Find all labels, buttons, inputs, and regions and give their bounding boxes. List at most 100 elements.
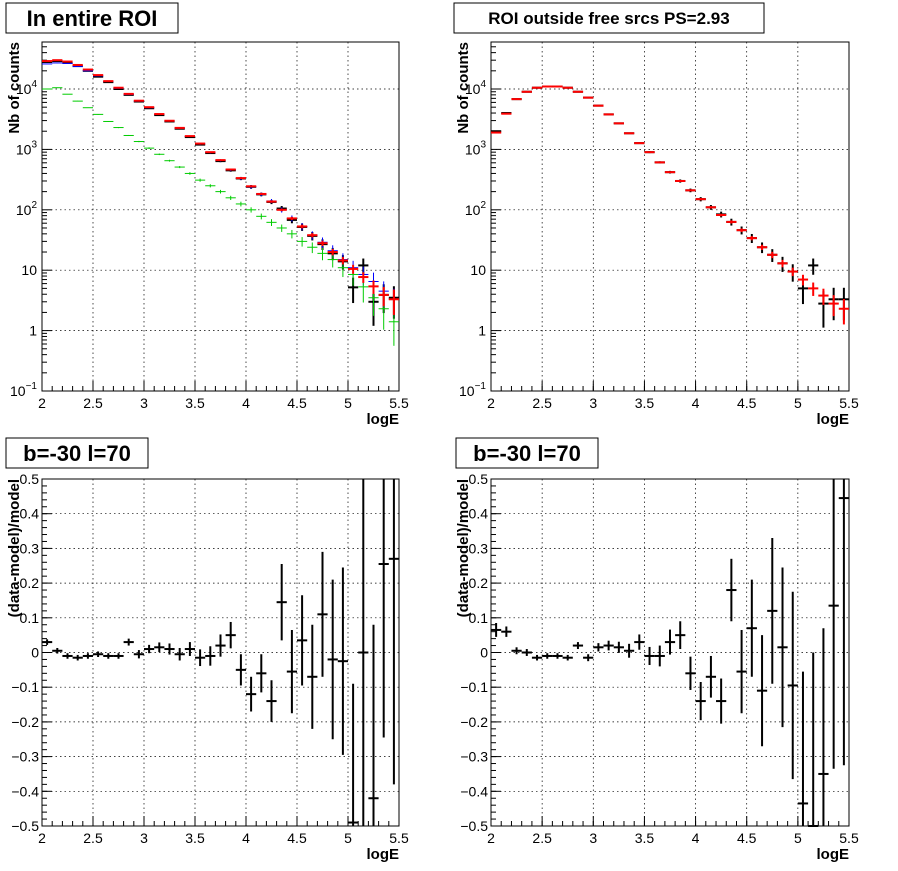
y-tick-label: 103 [465, 139, 487, 157]
y-tick-label: −0.5 [460, 818, 488, 834]
chart-title: b=-30 l=70 [23, 441, 131, 466]
y-tick-exponent: 4 [480, 79, 486, 90]
x-tick-label: 2 [487, 830, 495, 846]
y-tick-exponent: −1 [26, 381, 38, 392]
x-tick-label: 4 [242, 830, 250, 846]
y-tick-label: −0.4 [460, 783, 488, 799]
y-tick-label: 0 [31, 645, 39, 661]
y-tick-label: 0.3 [469, 540, 489, 556]
y-tick-label: 0.1 [469, 610, 489, 626]
y-tick-exponent: 3 [31, 139, 37, 150]
x-tick-label: 3.5 [185, 395, 205, 411]
y-tick-label: 103 [16, 139, 38, 157]
y-tick-base: 10 [16, 202, 32, 218]
title-box [455, 437, 599, 469]
y-axis-title: Nb of counts [6, 42, 23, 134]
x-tick-label: 2 [38, 830, 46, 846]
x-tick-label: 4 [242, 395, 250, 411]
y-tick-base: 10 [10, 383, 26, 399]
x-tick-label: 5 [794, 395, 802, 411]
y-tick-label: 1 [478, 323, 486, 339]
x-tick-label: 4.5 [737, 395, 757, 411]
x-tick-label: 3 [140, 395, 148, 411]
ticks [41, 46, 400, 392]
x-tick-label: 2 [487, 395, 495, 411]
y-tick-label: 0.5 [469, 471, 489, 487]
series-data [491, 85, 849, 328]
grid [42, 42, 399, 391]
y-axis-title: Nb of counts [455, 42, 472, 134]
y-tick-base: 10 [16, 81, 32, 97]
chart-panel-4: 2 2.5 3 3.5 4 4.5 5 5.5 −0.5 −0.4 −0.3 −0.2 −0.1 0 0.1… [455, 437, 859, 863]
title-box [453, 2, 765, 34]
grid [491, 42, 849, 391]
chart-title: ROI outside free srcs PS=2.93 [488, 9, 729, 28]
x-tick-label: 3 [140, 830, 148, 846]
y-tick-label: −0.5 [11, 818, 39, 834]
x-tick-label: 2.5 [532, 395, 552, 411]
y-tick-label: −0.2 [11, 714, 39, 730]
x-tick-label: 5 [794, 830, 802, 846]
y-tick-exponent: 3 [480, 139, 486, 150]
x-tick-label: 4 [692, 395, 700, 411]
y-tick-base: 10 [21, 262, 37, 278]
x-tick-label: 4.5 [737, 830, 757, 846]
x-axis-title: logE [817, 411, 850, 428]
y-tick-label: 0.3 [20, 540, 40, 556]
y-tick-label: 0.5 [20, 471, 40, 487]
series-model [42, 59, 399, 315]
y-tick-label: 0.2 [20, 575, 40, 591]
x-tick-label: 4.5 [287, 395, 307, 411]
x-tick-label: 5.5 [839, 395, 859, 411]
plot-frame [490, 41, 850, 392]
y-tick-base: 10 [459, 383, 475, 399]
y-tick-exponent: −1 [475, 381, 487, 392]
y-tick-exponent: 2 [480, 200, 486, 211]
y-tick-label: 10 [21, 262, 37, 278]
title-box [5, 437, 149, 469]
y-tick-label: −0.3 [11, 749, 39, 765]
y-tick-label: 0.1 [20, 610, 40, 626]
y-tick-base: 10 [465, 141, 481, 157]
x-tick-label: 5.5 [389, 830, 409, 846]
x-tick-label: 2 [38, 395, 46, 411]
y-tick-base: 10 [16, 141, 32, 157]
y-tick-base: 10 [465, 81, 481, 97]
y-tick-label: 0.4 [20, 506, 40, 522]
x-tick-label: 3 [589, 830, 597, 846]
y-tick-base: 10 [465, 202, 481, 218]
x-tick-label: 3 [589, 395, 597, 411]
x-axis-title: logE [817, 846, 850, 863]
x-tick-label: 5 [344, 395, 352, 411]
y-tick-label: 0.2 [469, 575, 489, 591]
y-axis-title: (data-model)/model [455, 479, 472, 617]
x-tick-label: 3.5 [185, 830, 205, 846]
x-tick-label: 2.5 [83, 830, 103, 846]
plot-frame [41, 41, 400, 392]
x-tick-label: 4 [692, 830, 700, 846]
grid [491, 479, 849, 826]
y-tick-base: 10 [470, 262, 486, 278]
y-tick-base: 1 [478, 323, 486, 339]
y-tick-label: 10 [470, 262, 486, 278]
ticks [490, 46, 850, 392]
x-tick-label: 2.5 [532, 830, 552, 846]
title-box [5, 2, 179, 34]
chart-title: In entire ROI [27, 6, 158, 31]
x-tick-label: 3.5 [635, 395, 655, 411]
x-axis-title: logE [367, 411, 400, 428]
chart-panel-3: 2 2.5 3 3.5 4 4.5 5 5.5 −0.5 −0.4 −0.3 −0.2 −0.1 0 0.1… [5, 437, 409, 863]
x-tick-label: 2.5 [83, 395, 103, 411]
y-tick-label: 102 [16, 200, 38, 218]
ticks [490, 478, 850, 827]
x-tick-label: 5 [344, 830, 352, 846]
y-tick-label: 104 [16, 79, 38, 97]
y-axis-title: (data-model)/model [6, 479, 23, 617]
y-tick-label: 10−1 [459, 381, 486, 399]
chart-title: b=-30 l=70 [473, 441, 581, 466]
y-tick-label: 104 [465, 79, 487, 97]
y-tick-label: 102 [465, 200, 487, 218]
y-tick-label: −0.4 [11, 783, 39, 799]
